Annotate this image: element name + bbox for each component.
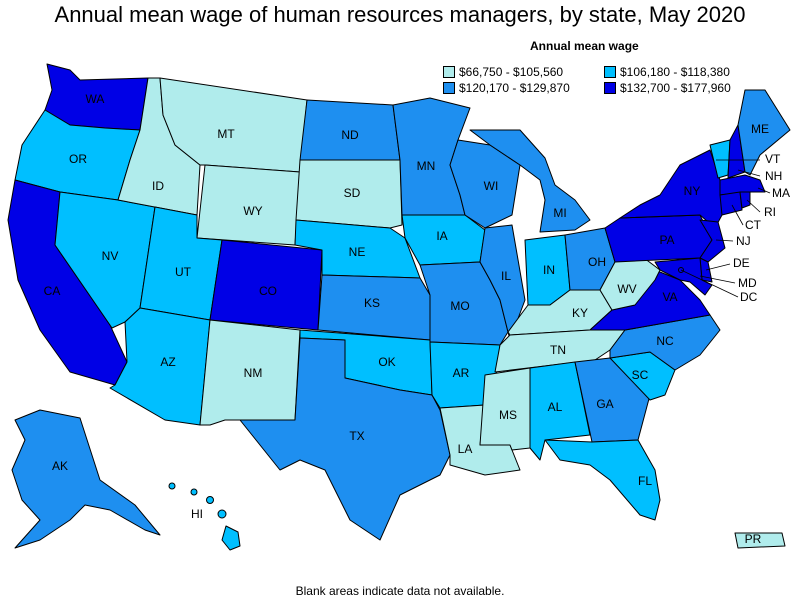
label-ak: AK [52, 459, 68, 473]
label-nv: NV [102, 249, 119, 263]
legend-label-3: $120,170 - $129,870 [459, 81, 570, 95]
legend-title: Annual mean wage [530, 39, 639, 53]
leader-ct [731, 204, 744, 226]
label-ut: UT [175, 265, 192, 279]
label-ia: IA [436, 229, 447, 243]
label-co: CO [259, 284, 277, 298]
state-mi[interactable] [469, 129, 591, 233]
legend-swatch-4 [604, 82, 616, 94]
leader-nj [715, 239, 734, 242]
label-la: LA [458, 442, 473, 456]
leader-ri [746, 199, 761, 213]
label-nj: NJ [736, 234, 751, 248]
island-oahu[interactable] [190, 488, 198, 496]
label-ar: AR [453, 366, 470, 380]
state-ct[interactable] [719, 191, 743, 216]
label-mn: MN [417, 159, 436, 173]
label-vt: VT [765, 152, 781, 166]
label-ok: OK [378, 355, 395, 369]
label-dc: DC [740, 290, 758, 304]
label-nd: ND [341, 128, 359, 142]
label-nc: NC [656, 334, 674, 348]
label-wi: WI [484, 179, 499, 193]
legend-item-range-2: $106,180 - $118,380 [604, 65, 730, 79]
legend-swatch-2 [604, 66, 616, 78]
island-maui[interactable] [217, 509, 227, 519]
label-mi: MI [553, 206, 566, 220]
label-me: ME [751, 122, 769, 136]
leader-ma [757, 187, 771, 194]
island-big-island[interactable] [221, 525, 241, 551]
label-sc: SC [632, 368, 649, 382]
legend-label-4: $132,700 - $177,960 [620, 81, 731, 95]
label-wa: WA [86, 92, 105, 106]
label-mo: MO [450, 299, 469, 313]
label-nm: NM [244, 366, 263, 380]
label-sd: SD [344, 186, 361, 200]
map-title: Annual mean wage of human resources mana… [54, 2, 746, 27]
leader-de [705, 263, 731, 271]
island-molokai[interactable] [206, 496, 214, 504]
leader-nh [737, 169, 761, 177]
state-ak[interactable] [11, 409, 161, 549]
label-nh: NH [765, 169, 782, 183]
label-fl: FL [638, 474, 652, 488]
label-wv: WV [617, 282, 636, 296]
state-pr[interactable] [734, 532, 786, 549]
label-pr: PR [745, 532, 762, 546]
island-kauai[interactable] [168, 482, 176, 490]
label-ms: MS [499, 408, 517, 422]
state-tx[interactable] [239, 337, 451, 541]
state-md[interactable] [654, 257, 713, 296]
legend-swatch-1 [443, 66, 455, 78]
state-ri[interactable] [739, 191, 751, 209]
legend-item-range-3: $120,170 - $129,870 [443, 81, 570, 95]
label-ky: KY [572, 306, 588, 320]
label-ny: NY [684, 184, 701, 198]
state-ny[interactable] [619, 149, 723, 229]
state-hi[interactable] [168, 482, 241, 551]
label-ks: KS [364, 296, 380, 310]
label-va: VA [662, 290, 677, 304]
label-ga: GA [596, 397, 613, 411]
state-labels: WA OR CA NV ID MT WY UT AZ CO NM ND SD N… [44, 92, 790, 546]
label-mt: MT [217, 127, 235, 141]
label-ne: NE [349, 245, 366, 259]
label-il: IL [501, 269, 511, 283]
state-il[interactable] [479, 224, 526, 341]
legend-item-range-1: $66,750 - $105,560 [443, 65, 563, 79]
leader-md [699, 275, 736, 284]
state-fl[interactable] [544, 439, 661, 521]
legend-label-1: $66,750 - $105,560 [459, 65, 564, 79]
label-id: ID [152, 179, 164, 193]
label-hi: HI [191, 507, 203, 521]
label-pa: PA [659, 233, 674, 247]
label-ma: MA [772, 186, 790, 200]
label-de: DE [733, 256, 750, 270]
legend-item-range-4: $132,700 - $177,960 [604, 81, 731, 95]
label-tx: TX [349, 429, 364, 443]
label-oh: OH [588, 255, 606, 269]
footnote: Blank areas indicate data not available. [295, 584, 505, 598]
label-al: AL [548, 400, 563, 414]
legend-swatch-3 [443, 82, 455, 94]
label-az: AZ [160, 355, 175, 369]
leader-dc [680, 269, 739, 298]
label-in: IN [543, 263, 555, 277]
label-tn: TN [550, 343, 566, 357]
legend-label-2: $106,180 - $118,380 [620, 65, 730, 79]
label-ca: CA [44, 284, 61, 298]
label-wy: WY [243, 204, 262, 218]
label-ct: CT [745, 218, 762, 232]
label-md: MD [738, 276, 757, 290]
label-or: OR [69, 152, 87, 166]
label-ri: RI [764, 205, 776, 219]
state-sd[interactable] [295, 159, 403, 229]
